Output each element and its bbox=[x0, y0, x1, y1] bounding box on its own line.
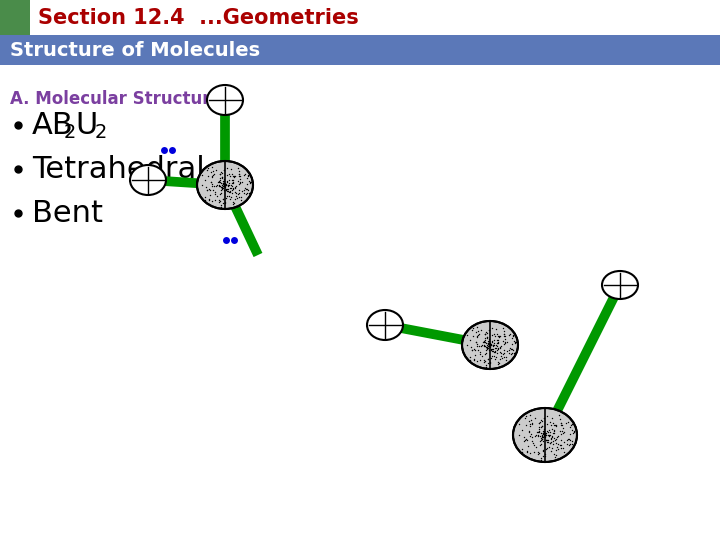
Bar bbox=[0, 0, 720, 35]
Ellipse shape bbox=[367, 310, 403, 340]
Bar bbox=[0, 0, 30, 35]
Text: AB: AB bbox=[32, 111, 73, 139]
Text: Tetrahedral: Tetrahedral bbox=[32, 154, 204, 184]
Text: U: U bbox=[75, 111, 97, 139]
Text: Bent: Bent bbox=[32, 199, 103, 227]
Text: Section 12.4  ...Geometries: Section 12.4 ...Geometries bbox=[38, 8, 359, 28]
Ellipse shape bbox=[197, 161, 253, 209]
Bar bbox=[0, 35, 720, 65]
Ellipse shape bbox=[513, 408, 577, 462]
Ellipse shape bbox=[207, 85, 243, 115]
Text: 2: 2 bbox=[64, 124, 76, 143]
Ellipse shape bbox=[602, 271, 638, 299]
Text: 2: 2 bbox=[95, 124, 107, 143]
Text: A. Molecular Structure: A. Molecular Structure bbox=[10, 90, 222, 108]
Text: Structure of Molecules: Structure of Molecules bbox=[10, 40, 260, 59]
Ellipse shape bbox=[130, 165, 166, 195]
Ellipse shape bbox=[462, 321, 518, 369]
